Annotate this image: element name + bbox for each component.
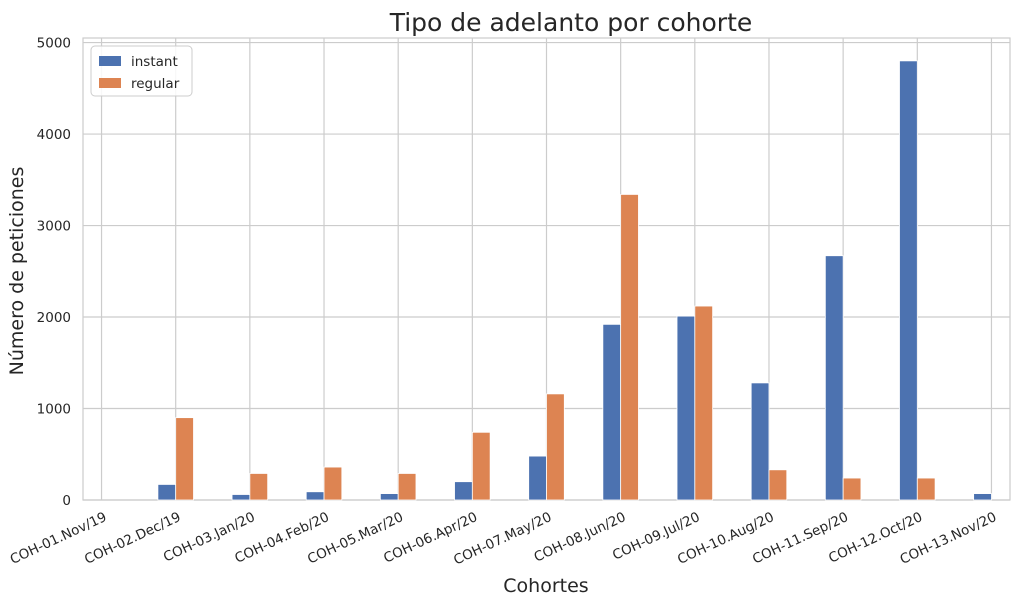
bar-regular bbox=[323, 466, 343, 501]
bar-instant bbox=[973, 493, 992, 501]
bar-instant bbox=[379, 493, 399, 501]
bar-instant bbox=[602, 323, 622, 501]
bar-instant bbox=[676, 315, 696, 501]
bars-layer bbox=[157, 60, 992, 501]
y-tick-label: 3000 bbox=[37, 219, 71, 235]
legend-label-instant: instant bbox=[131, 54, 178, 70]
bar-regular bbox=[175, 417, 194, 501]
bar-regular bbox=[694, 305, 714, 501]
legend: instant regular bbox=[90, 45, 193, 97]
bar-instant bbox=[305, 491, 325, 501]
grid-layer bbox=[82, 37, 1011, 501]
y-tick-label: 0 bbox=[62, 493, 71, 509]
legend-label-regular: regular bbox=[131, 76, 180, 92]
legend-swatch-regular bbox=[99, 78, 121, 88]
bar-regular bbox=[471, 431, 491, 501]
y-tick-label: 5000 bbox=[37, 36, 71, 52]
bar-regular bbox=[249, 473, 269, 501]
bar-regular bbox=[397, 473, 417, 501]
bar-regular bbox=[916, 477, 936, 501]
bar-instant bbox=[231, 494, 251, 501]
y-tick-label: 4000 bbox=[37, 127, 71, 143]
bar-regular bbox=[546, 393, 565, 501]
bar-instant bbox=[454, 481, 473, 501]
bar-instant bbox=[899, 60, 918, 501]
y-tick-label: 1000 bbox=[37, 402, 71, 418]
bar-instant bbox=[528, 455, 547, 501]
bar-regular bbox=[620, 194, 639, 501]
bar-regular bbox=[842, 477, 862, 501]
bar-instant bbox=[824, 255, 844, 501]
bar-instant bbox=[157, 484, 177, 501]
x-axis-label: Cohortes bbox=[503, 575, 588, 597]
y-axis-label: Número de peticiones bbox=[6, 167, 28, 376]
bar-regular bbox=[768, 469, 788, 501]
bar-instant bbox=[750, 382, 770, 501]
legend-swatch-instant bbox=[99, 56, 121, 66]
y-tick-label: 2000 bbox=[37, 310, 71, 326]
chart-title: Tipo de adelanto por cohorte bbox=[389, 8, 753, 37]
